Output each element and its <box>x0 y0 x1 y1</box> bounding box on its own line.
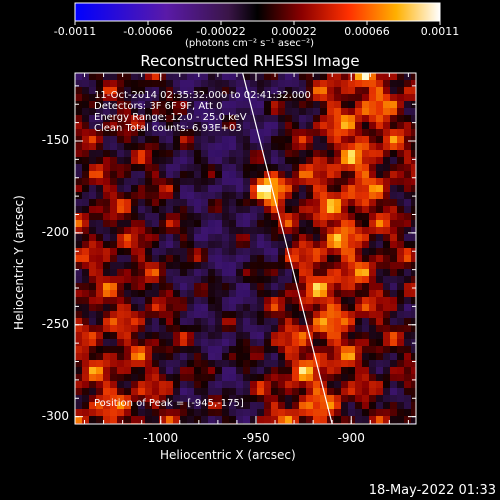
info-block: 11-Oct-2014 02:35:32.000 to 02:41:32.000… <box>94 90 311 134</box>
colorbar <box>74 2 441 22</box>
axis-ticks <box>75 73 416 424</box>
colorbar-tick-label: 0.00066 <box>344 25 390 38</box>
info-energy-range: Energy Range: 12.0 - 25.0 keV <box>94 112 247 123</box>
colorbar-tick-label: -0.00022 <box>196 25 246 38</box>
y-axis-label: Heliocentric Y (arcsec) <box>12 195 26 330</box>
x-tick-label: -1000 <box>143 431 179 445</box>
info-clean-counts: Clean Total counts: 6.93E+03 <box>94 123 242 134</box>
footer-timestamp: 18-May-2022 01:33 <box>368 483 496 498</box>
peak-position-label: Position of Peak = [-945,-175] <box>94 398 244 409</box>
colorbar-tick-label: 0.00022 <box>271 25 317 38</box>
y-tick-label: -200 <box>41 224 69 239</box>
x-tick-label: -900 <box>337 431 365 445</box>
colorbar-ticks <box>74 21 441 25</box>
x-axis-label: Heliocentric X (arcsec) <box>160 448 296 462</box>
info-time-range: 11-Oct-2014 02:35:32.000 to 02:41:32.000 <box>94 90 311 101</box>
colorbar-tick-label: 0.0011 <box>420 25 460 38</box>
limb-line <box>242 73 333 424</box>
info-detectors: Detectors: 3F 6F 9F, Att 0 <box>94 101 223 112</box>
y-tick-label: -250 <box>41 316 69 331</box>
y-tick-label: -300 <box>41 408 69 423</box>
colorbar-units: (photons cm⁻² s⁻¹ asec⁻²) <box>185 38 315 49</box>
x-tick-label: -950 <box>242 431 270 445</box>
colorbar-tick-label: -0.00066 <box>123 25 173 38</box>
y-tick-label: -150 <box>41 132 69 147</box>
chart-title: Reconstructed RHESSI Image <box>140 52 360 70</box>
colorbar-tick-label: -0.0011 <box>53 25 97 38</box>
plot-frame <box>74 72 417 425</box>
heatmap-image <box>75 73 416 424</box>
